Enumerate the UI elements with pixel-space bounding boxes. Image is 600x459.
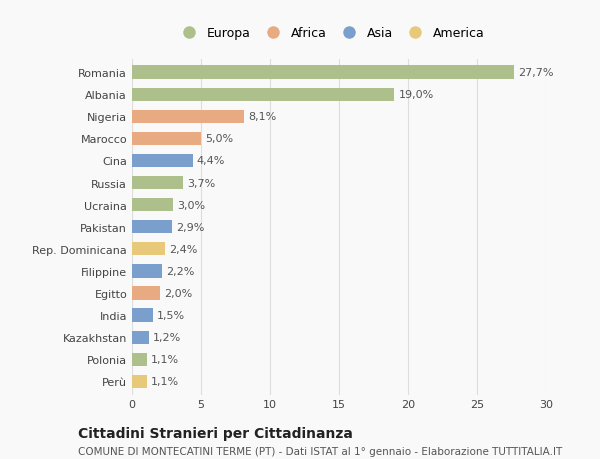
Text: Cittadini Stranieri per Cittadinanza: Cittadini Stranieri per Cittadinanza — [78, 426, 353, 440]
Bar — [132, 155, 193, 168]
Text: 4,4%: 4,4% — [197, 156, 225, 166]
Bar — [132, 309, 152, 322]
Bar — [132, 287, 160, 300]
Bar — [132, 221, 172, 234]
Text: 8,1%: 8,1% — [248, 112, 276, 122]
Text: 2,2%: 2,2% — [167, 266, 195, 276]
Bar — [132, 66, 514, 79]
Bar — [132, 88, 394, 101]
Bar — [132, 375, 147, 388]
Bar — [132, 177, 183, 190]
Bar — [132, 353, 147, 366]
Text: 1,1%: 1,1% — [151, 354, 179, 364]
Text: 1,5%: 1,5% — [157, 310, 185, 320]
Text: 2,9%: 2,9% — [176, 222, 205, 232]
Bar — [132, 243, 165, 256]
Text: 27,7%: 27,7% — [518, 68, 554, 78]
Bar — [132, 265, 163, 278]
Text: 2,0%: 2,0% — [164, 288, 192, 298]
Legend: Europa, Africa, Asia, America: Europa, Africa, Asia, America — [172, 22, 490, 45]
Text: 2,4%: 2,4% — [169, 244, 197, 254]
Bar — [132, 199, 173, 212]
Text: 19,0%: 19,0% — [398, 90, 434, 100]
Bar — [132, 132, 201, 146]
Text: 5,0%: 5,0% — [205, 134, 233, 144]
Text: COMUNE DI MONTECATINI TERME (PT) - Dati ISTAT al 1° gennaio - Elaborazione TUTTI: COMUNE DI MONTECATINI TERME (PT) - Dati … — [78, 446, 562, 456]
Text: 3,7%: 3,7% — [187, 178, 215, 188]
Text: 1,2%: 1,2% — [152, 332, 181, 342]
Bar — [132, 110, 244, 123]
Bar — [132, 331, 149, 344]
Text: 3,0%: 3,0% — [178, 200, 206, 210]
Text: 1,1%: 1,1% — [151, 376, 179, 386]
